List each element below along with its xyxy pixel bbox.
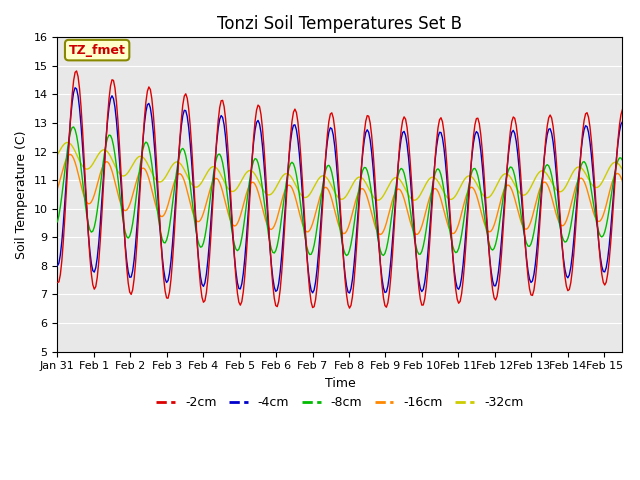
Y-axis label: Soil Temperature (C): Soil Temperature (C): [15, 130, 28, 259]
Text: TZ_fmet: TZ_fmet: [68, 44, 125, 57]
Title: Tonzi Soil Temperatures Set B: Tonzi Soil Temperatures Set B: [218, 15, 463, 33]
Legend: -2cm, -4cm, -8cm, -16cm, -32cm: -2cm, -4cm, -8cm, -16cm, -32cm: [151, 391, 529, 414]
X-axis label: Time: Time: [324, 377, 355, 390]
